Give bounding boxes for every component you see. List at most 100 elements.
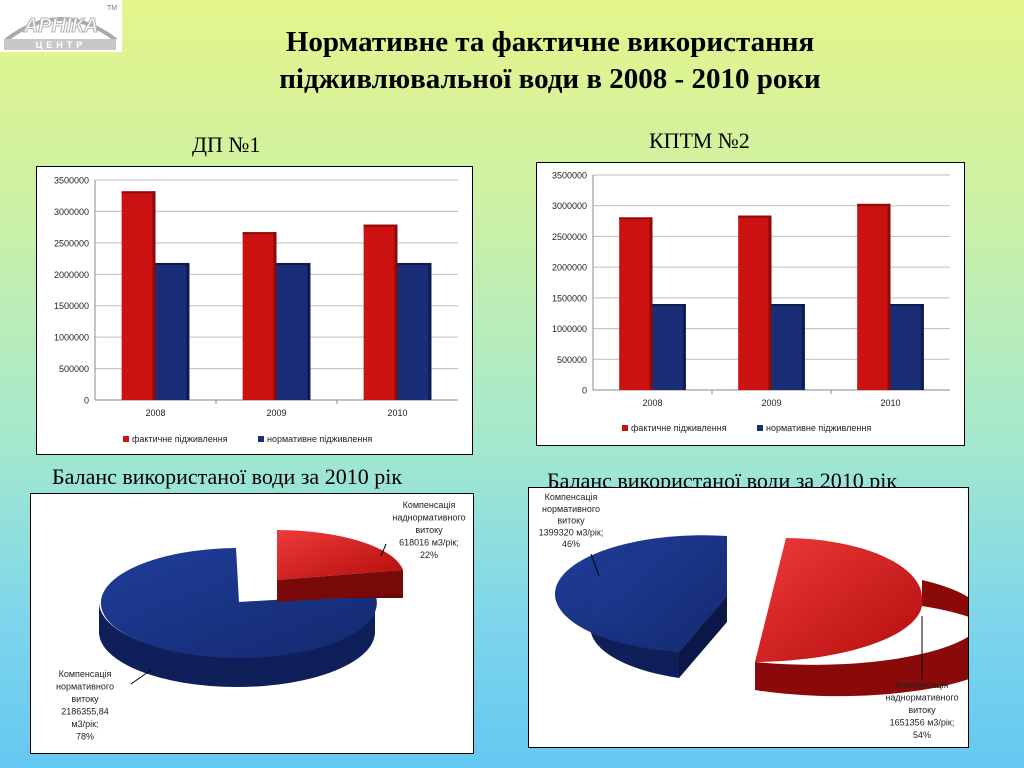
bar-top-edge (652, 304, 686, 306)
pie-label-line: наднормативного (885, 693, 958, 703)
pie-chart-kptm2-panel: Компенсація нормативного витоку 1399320 м3/… (528, 487, 969, 748)
logo-sub: ЦЕНТР (36, 40, 87, 50)
y-tick-label: 1000000 (552, 324, 587, 334)
y-tick-label: 3000000 (552, 201, 587, 211)
pie-label-line: витоку (908, 705, 936, 715)
bar-chart-dp1-panel: 0 500000 1000000 1500000 2000000 2500000 30000… (36, 166, 473, 455)
pie-label-line: Компенсація (403, 500, 456, 510)
y-tick-label: 2500000 (54, 238, 89, 248)
pie-label-line: Компенсація (545, 492, 598, 502)
caption-chart-2: КПТМ №2 (649, 128, 750, 153)
bar-shade (887, 203, 891, 390)
arnika-logo: АРНІКА ЦЕНТР TM (0, 0, 122, 52)
legend-swatch (757, 425, 763, 431)
bar-2009-normative (771, 304, 805, 390)
legend-label: нормативне підживлення (267, 434, 372, 444)
page-title-line-2: підживлювальної води в 2008 - 2010 роки (279, 63, 821, 95)
pie-label-line: 54% (913, 730, 931, 740)
pie-label-line: 78% (76, 732, 94, 742)
x-tick-label: 2008 (145, 408, 165, 418)
pie-label-line: нормативного (542, 504, 600, 514)
bar-2010-normative (397, 262, 432, 400)
pie-label-line: м3/рік; (71, 719, 98, 729)
bar-2010-actual (363, 224, 398, 400)
pie-label-line: 46% (562, 539, 580, 549)
bar-top-edge (242, 232, 277, 235)
pie-label-line: витоку (415, 525, 443, 535)
pie2-label-normative: Компенсація нормативного витоку 1399320 м3/… (539, 492, 604, 549)
y-tick-label: 1500000 (552, 293, 587, 303)
pie-label-line: нормативного (56, 682, 114, 692)
bar-2008-normative (652, 304, 686, 390)
pie-label-line: 2186355,84 (61, 707, 109, 717)
pie2-slice-normative (554, 535, 727, 678)
bar-top-edge (619, 217, 653, 220)
bar-top-edge (890, 304, 924, 306)
bar-2008-normative (155, 262, 190, 400)
bar-top-edge (738, 215, 772, 218)
logo-name: АРНІКА (23, 15, 99, 37)
bar-chart-kptm2-panel: 0 500000 1000000 1500000 2000000 2500000 30000… (536, 162, 965, 446)
x-tick-label: 2010 (880, 398, 900, 408)
bar-shade (768, 215, 772, 390)
pie-chart-kptm2: Компенсація нормативного витоку 1399320 м3/… (539, 492, 968, 740)
legend-swatch (258, 436, 264, 442)
bar-shade (920, 304, 924, 390)
pie1-slice-normative (99, 548, 377, 687)
y-tick-label: 2500000 (552, 232, 587, 242)
page-title-line-1: Нормативне та фактичне використання (285, 26, 815, 58)
bar-shade (307, 262, 311, 400)
legend-label: нормативне підживлення (766, 423, 871, 433)
bar-shade (186, 262, 190, 400)
y-tick-label: 1000000 (54, 333, 89, 343)
bar-top-edge (857, 203, 891, 206)
bar-top-edge (771, 304, 805, 306)
bar-shade (394, 224, 398, 400)
bar-shade (649, 217, 653, 390)
x-tick-label: 2008 (642, 398, 662, 408)
bar-chart-kptm2: 0 500000 1000000 1500000 2000000 2500000 30000… (552, 171, 950, 433)
legend-label: фактичне підживлення (631, 423, 727, 433)
y-tick-label: 2000000 (552, 263, 587, 273)
bar-top-edge (363, 224, 398, 227)
bar-2009-actual (242, 232, 277, 400)
pie-label-line: витоку (71, 694, 99, 704)
logo-tm: TM (107, 5, 117, 12)
logo-graphic: АРНІКА ЦЕНТР TM (4, 5, 117, 50)
pie-label-line: наднормативного (392, 513, 465, 523)
pie-label-line: 1399320 м3/рік; (539, 527, 604, 537)
pie-label-line: 618016 м3/рік; (399, 538, 459, 548)
pie-label-line: 22% (420, 550, 438, 560)
pie-chart-dp1: Компенсація наднормативного витоку 618016 м… (56, 500, 466, 742)
bar-shade (428, 262, 432, 400)
bar-2010-normative (890, 304, 924, 390)
caption-chart-1: ДП №1 (192, 132, 261, 157)
legend-swatch (123, 436, 129, 442)
x-tick-label: 2009 (761, 398, 781, 408)
y-tick-label: 3500000 (552, 171, 587, 181)
caption-pie-1: Баланс використаної води за 2010 рік (52, 464, 403, 489)
x-tick-label: 2010 (387, 408, 407, 418)
y-tick-label: 500000 (557, 355, 587, 365)
pie2-label-overnormative: Компенсація наднормативного витоку 1651356 … (885, 680, 958, 740)
y-tick-label: 0 (84, 396, 89, 406)
pie1-slice-overnormative (277, 530, 403, 602)
pie-label-line: 1651356 м3/рік; (890, 718, 955, 728)
pie-chart-dp1-panel: Компенсація наднормативного витоку 618016 м… (30, 493, 474, 754)
y-tick-label: 3000000 (54, 207, 89, 217)
y-tick-label: 500000 (59, 364, 89, 374)
bar-2009-normative (276, 262, 311, 400)
pie-label-line: Компенсація (59, 669, 112, 679)
page-title: Нормативне та фактичне використання підж… (160, 24, 940, 98)
bar-top-edge (397, 262, 432, 265)
bar-top-edge (276, 262, 311, 265)
bar-chart-dp1: 0 500000 1000000 1500000 2000000 2500000 30000… (54, 176, 458, 444)
pie1-label-overnormative: Компенсація наднормативного витоку 618016 м… (392, 500, 465, 560)
y-tick-label: 1500000 (54, 301, 89, 311)
bar-shade (273, 232, 277, 400)
pie1-label-normative: Компенсація нормативного витоку 2186355,84 м… (56, 669, 114, 742)
y-tick-label: 3500000 (54, 176, 89, 186)
bar-shade (801, 304, 805, 390)
pie-label-line: Компенсація (896, 680, 949, 690)
bar-top-edge (155, 262, 190, 265)
